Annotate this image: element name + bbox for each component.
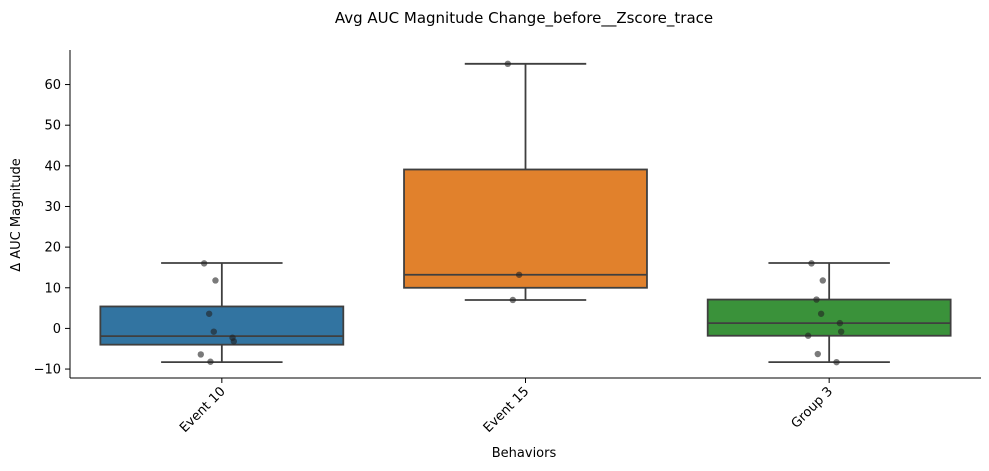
y-tick-label: 50	[44, 119, 61, 134]
data-point	[200, 260, 208, 267]
iqr-box	[403, 168, 648, 289]
y-tick-label: 30	[44, 200, 61, 215]
y-tick-label: 0	[53, 322, 61, 337]
x-tick-label: Event 15	[481, 384, 533, 436]
y-tick-label: 10	[44, 281, 61, 296]
data-point	[210, 328, 217, 335]
data-point	[205, 310, 213, 317]
iqr-box	[99, 305, 345, 346]
x-tick-label: Event 10	[177, 384, 229, 436]
box-event-15	[403, 60, 648, 304]
data-point	[833, 358, 840, 366]
data-point	[836, 319, 844, 327]
data-point	[837, 328, 845, 335]
y-tick-label: 20	[44, 241, 61, 256]
data-point	[813, 296, 820, 303]
box-event-10	[99, 260, 345, 365]
iqr-box	[706, 298, 952, 337]
data-point	[230, 338, 238, 345]
data-point	[509, 296, 517, 304]
data-point	[808, 260, 815, 267]
data-point	[515, 271, 523, 278]
y-tick-label: 60	[44, 78, 61, 93]
box-group-3	[706, 260, 952, 366]
data-point	[207, 358, 214, 365]
data-point	[814, 350, 821, 358]
chart-title: Avg AUC Magnitude Change_before__Zscore_…	[335, 9, 713, 28]
y-axis-label: Δ AUC Magnitude	[9, 158, 24, 272]
data-point	[819, 277, 826, 284]
y-tick-label: 40	[44, 159, 61, 174]
plot-area: −10 0 10 20 30 40 50 60 Event 10 Event 15 Group 3	[34, 50, 981, 436]
data-point	[804, 332, 812, 339]
data-point	[817, 310, 825, 317]
data-point	[197, 351, 205, 358]
data-point	[504, 60, 512, 68]
x-tick-label: Group 3	[789, 384, 836, 431]
x-axis-label: Behaviors	[492, 446, 557, 461]
data-point	[212, 277, 219, 284]
y-tick-label: −10	[34, 363, 61, 378]
